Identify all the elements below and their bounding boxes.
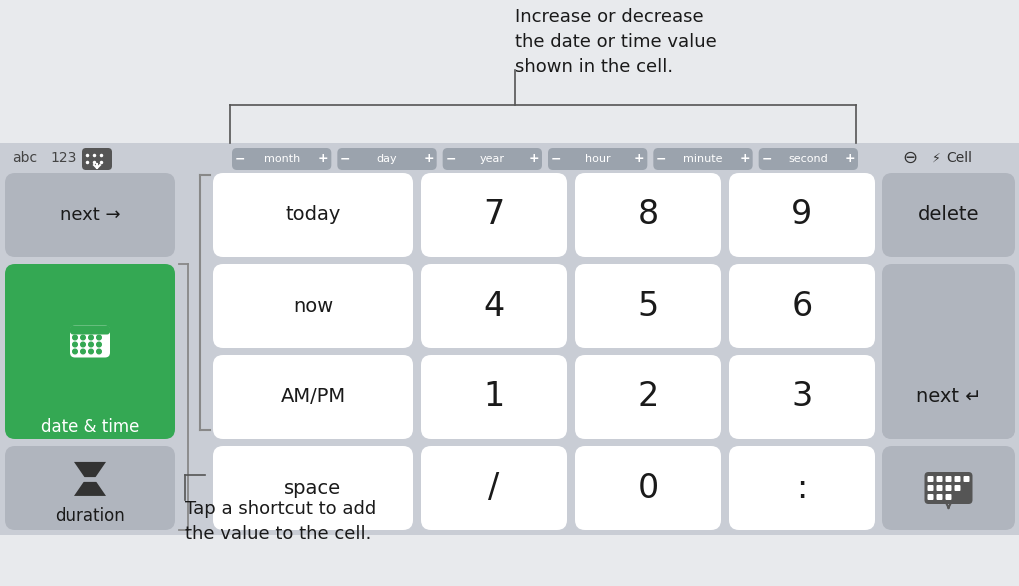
FancyBboxPatch shape	[213, 355, 413, 439]
Circle shape	[81, 349, 86, 354]
FancyBboxPatch shape	[926, 476, 932, 482]
FancyBboxPatch shape	[963, 476, 968, 482]
FancyBboxPatch shape	[421, 446, 567, 530]
Text: 8: 8	[637, 199, 658, 231]
FancyBboxPatch shape	[442, 148, 541, 170]
FancyBboxPatch shape	[421, 173, 567, 257]
Text: duration: duration	[55, 507, 124, 525]
Text: Tap a shortcut to add
the value to the cell.: Tap a shortcut to add the value to the c…	[184, 500, 376, 543]
FancyBboxPatch shape	[5, 264, 175, 439]
Text: +: +	[528, 152, 539, 165]
Text: −: −	[655, 152, 666, 165]
FancyBboxPatch shape	[575, 173, 720, 257]
Text: now: now	[292, 297, 333, 315]
FancyBboxPatch shape	[70, 325, 110, 335]
Text: minute: minute	[683, 154, 722, 164]
FancyBboxPatch shape	[653, 148, 752, 170]
Circle shape	[72, 335, 77, 340]
FancyBboxPatch shape	[881, 264, 1014, 439]
Polygon shape	[74, 480, 106, 496]
FancyBboxPatch shape	[575, 355, 720, 439]
Text: second: second	[788, 154, 827, 164]
FancyBboxPatch shape	[729, 264, 874, 348]
FancyBboxPatch shape	[945, 494, 951, 500]
FancyBboxPatch shape	[935, 485, 942, 491]
Text: −: −	[760, 152, 771, 165]
FancyBboxPatch shape	[0, 143, 1019, 535]
Text: +: +	[739, 152, 749, 165]
FancyBboxPatch shape	[337, 148, 436, 170]
FancyBboxPatch shape	[421, 355, 567, 439]
FancyBboxPatch shape	[729, 173, 874, 257]
Text: ⊖: ⊖	[902, 149, 917, 167]
Text: next ↵: next ↵	[915, 387, 980, 407]
Text: next →: next →	[60, 206, 120, 224]
FancyBboxPatch shape	[547, 148, 647, 170]
Circle shape	[72, 349, 77, 354]
FancyBboxPatch shape	[926, 485, 932, 491]
FancyBboxPatch shape	[935, 494, 942, 500]
FancyBboxPatch shape	[213, 173, 413, 257]
Text: Cell: Cell	[945, 151, 971, 165]
Text: 6: 6	[791, 289, 812, 322]
FancyBboxPatch shape	[82, 148, 112, 170]
FancyBboxPatch shape	[5, 446, 175, 530]
Text: space: space	[284, 479, 341, 498]
Text: delete: delete	[917, 206, 978, 224]
Circle shape	[89, 335, 93, 340]
Circle shape	[97, 335, 101, 340]
Text: AM/PM: AM/PM	[280, 387, 345, 407]
Text: 1: 1	[483, 380, 504, 414]
Text: ⚡: ⚡	[931, 152, 940, 165]
Text: 3: 3	[791, 380, 812, 414]
Circle shape	[89, 342, 93, 347]
FancyBboxPatch shape	[213, 264, 413, 348]
Text: −: −	[550, 152, 560, 165]
FancyBboxPatch shape	[575, 264, 720, 348]
Polygon shape	[74, 462, 106, 478]
FancyBboxPatch shape	[945, 485, 951, 491]
Text: abc: abc	[12, 151, 37, 165]
Circle shape	[97, 342, 101, 347]
FancyBboxPatch shape	[421, 264, 567, 348]
FancyBboxPatch shape	[213, 446, 413, 530]
Text: 5: 5	[637, 289, 658, 322]
Text: −: −	[339, 152, 351, 165]
Circle shape	[89, 349, 93, 354]
FancyBboxPatch shape	[954, 476, 960, 482]
FancyBboxPatch shape	[758, 148, 857, 170]
Text: today: today	[285, 206, 340, 224]
Text: +: +	[844, 152, 855, 165]
Text: 9: 9	[791, 199, 812, 231]
FancyBboxPatch shape	[923, 472, 971, 504]
Circle shape	[97, 349, 101, 354]
Text: +: +	[318, 152, 328, 165]
Text: −: −	[234, 152, 245, 165]
Text: 4: 4	[483, 289, 504, 322]
FancyBboxPatch shape	[881, 173, 1014, 257]
Text: date & time: date & time	[41, 418, 139, 436]
Circle shape	[81, 335, 86, 340]
Text: hour: hour	[584, 154, 610, 164]
FancyBboxPatch shape	[935, 476, 942, 482]
Text: month: month	[263, 154, 300, 164]
Circle shape	[81, 342, 86, 347]
FancyBboxPatch shape	[881, 446, 1014, 530]
FancyBboxPatch shape	[729, 355, 874, 439]
Text: 123: 123	[50, 151, 76, 165]
Text: year: year	[479, 154, 504, 164]
Text: +: +	[634, 152, 644, 165]
Text: 0: 0	[637, 472, 658, 505]
FancyBboxPatch shape	[70, 325, 110, 357]
Text: −: −	[445, 152, 455, 165]
Text: /: /	[488, 472, 499, 505]
Text: +: +	[423, 152, 433, 165]
Text: :: :	[796, 472, 807, 505]
FancyBboxPatch shape	[729, 446, 874, 530]
FancyBboxPatch shape	[945, 476, 951, 482]
Text: 2: 2	[637, 380, 658, 414]
Circle shape	[72, 342, 77, 347]
FancyBboxPatch shape	[231, 148, 331, 170]
FancyBboxPatch shape	[954, 485, 960, 491]
